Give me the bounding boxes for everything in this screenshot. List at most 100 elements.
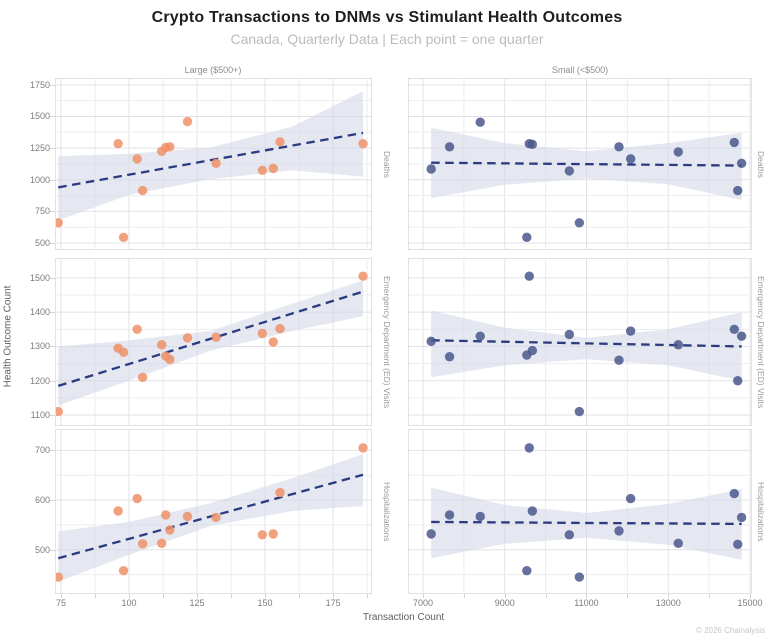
trend-line xyxy=(431,339,742,348)
data-point xyxy=(257,328,268,339)
facet-column-header-small: Small (<$500) xyxy=(551,65,609,75)
data-point xyxy=(733,376,743,386)
data-point xyxy=(527,139,538,150)
data-point xyxy=(53,218,63,228)
panel-border xyxy=(55,429,372,594)
data-point xyxy=(165,525,175,535)
data-point xyxy=(156,340,167,350)
data-point xyxy=(614,142,624,152)
y-tick-label: 1400 xyxy=(29,307,50,318)
x-axis-tick xyxy=(299,594,301,598)
x-axis-tick xyxy=(749,594,751,598)
x-axis-tick xyxy=(709,594,711,598)
data-point xyxy=(268,529,278,539)
x-axis-tick xyxy=(423,594,424,598)
data-point xyxy=(729,488,739,499)
facet-column-header-large: Large ($500+) xyxy=(184,65,242,75)
data-point xyxy=(426,164,436,174)
trend-line xyxy=(57,290,364,387)
y-tick-label: 750 xyxy=(34,206,50,217)
y-tick-label: 1750 xyxy=(29,79,50,90)
data-point xyxy=(564,166,575,176)
data-point xyxy=(625,493,636,504)
data-point xyxy=(161,510,171,520)
y-axis-label: Health Outcome Count xyxy=(2,285,14,388)
watermark-credit: © 2026 Chainalysis xyxy=(695,626,765,635)
data-point xyxy=(275,487,285,498)
facet-row-label-deaths: Deaths xyxy=(382,150,392,178)
data-point xyxy=(736,512,747,523)
data-point xyxy=(118,347,129,357)
y-tick-label: 700 xyxy=(34,445,50,456)
data-point xyxy=(358,443,368,453)
data-point xyxy=(182,511,193,522)
x-axis-tick xyxy=(94,594,96,598)
y-axis-tick xyxy=(50,243,55,245)
confidence-band xyxy=(431,310,742,381)
x-axis-tick xyxy=(668,594,670,598)
chart-subtitle: Canada, Quarterly Data | Each point = on… xyxy=(230,31,544,47)
facet-row-label-hosp: Hospitalizations xyxy=(382,481,392,542)
facet-row-label-hosp: Hospitalizations xyxy=(756,481,766,542)
data-point xyxy=(733,539,743,550)
data-point xyxy=(132,154,142,164)
trend-line xyxy=(431,520,742,526)
panel-border xyxy=(55,258,372,426)
y-axis-tick xyxy=(50,211,55,213)
data-point xyxy=(358,271,368,281)
y-tick-label: 1500 xyxy=(29,272,50,283)
data-point xyxy=(137,185,148,196)
data-point xyxy=(733,185,743,196)
data-point xyxy=(729,137,739,148)
data-point xyxy=(574,572,585,582)
data-point xyxy=(564,530,575,540)
data-point xyxy=(625,326,636,336)
data-point xyxy=(527,506,538,516)
data-point xyxy=(475,117,485,127)
data-point xyxy=(182,333,193,343)
facet-panel-hosp-large xyxy=(53,429,372,599)
data-point xyxy=(524,271,534,281)
trend-line xyxy=(431,161,742,167)
panel-border xyxy=(408,78,752,250)
panel-border xyxy=(408,258,752,426)
facet-panel-canvas xyxy=(53,78,372,250)
data-point xyxy=(729,324,739,335)
y-axis-tick xyxy=(50,549,55,551)
y-tick-label: 1000 xyxy=(29,174,50,185)
x-axis-tick xyxy=(197,594,199,598)
data-point xyxy=(475,511,485,522)
facet-row-label-ed: Emergency Department (ED) Visits xyxy=(756,275,766,409)
y-tick-label: 1500 xyxy=(29,111,50,122)
facet-panel-ed-small xyxy=(408,258,752,431)
data-point xyxy=(426,529,436,539)
facet-panel-deaths-small xyxy=(408,78,752,255)
data-point xyxy=(182,116,193,127)
data-point xyxy=(165,142,175,152)
trend-line xyxy=(58,131,364,189)
data-point xyxy=(211,512,221,523)
x-axis-tick xyxy=(333,594,335,598)
facet-panel-hosp-small xyxy=(408,429,752,599)
data-point xyxy=(137,539,148,549)
data-point xyxy=(113,138,123,149)
x-axis-tick xyxy=(60,594,62,598)
data-point xyxy=(275,323,285,334)
data-point xyxy=(113,506,123,516)
y-axis-tick xyxy=(50,380,55,382)
data-point xyxy=(165,354,175,365)
data-point xyxy=(444,352,455,362)
confidence-band xyxy=(58,91,364,221)
x-axis-tick xyxy=(163,594,165,598)
x-axis-tick xyxy=(627,594,629,598)
data-point xyxy=(673,538,683,549)
facet-panel-deaths-large xyxy=(53,78,372,255)
data-point xyxy=(527,345,538,356)
data-point xyxy=(211,158,221,169)
facet-row-label-ed: Emergency Department (ED) Visits xyxy=(382,275,392,409)
data-point xyxy=(736,331,747,341)
y-axis-tick xyxy=(50,450,55,452)
x-tick-label: 11000 xyxy=(574,598,599,608)
x-axis-tick xyxy=(463,594,465,598)
x-axis-tick xyxy=(265,594,267,598)
